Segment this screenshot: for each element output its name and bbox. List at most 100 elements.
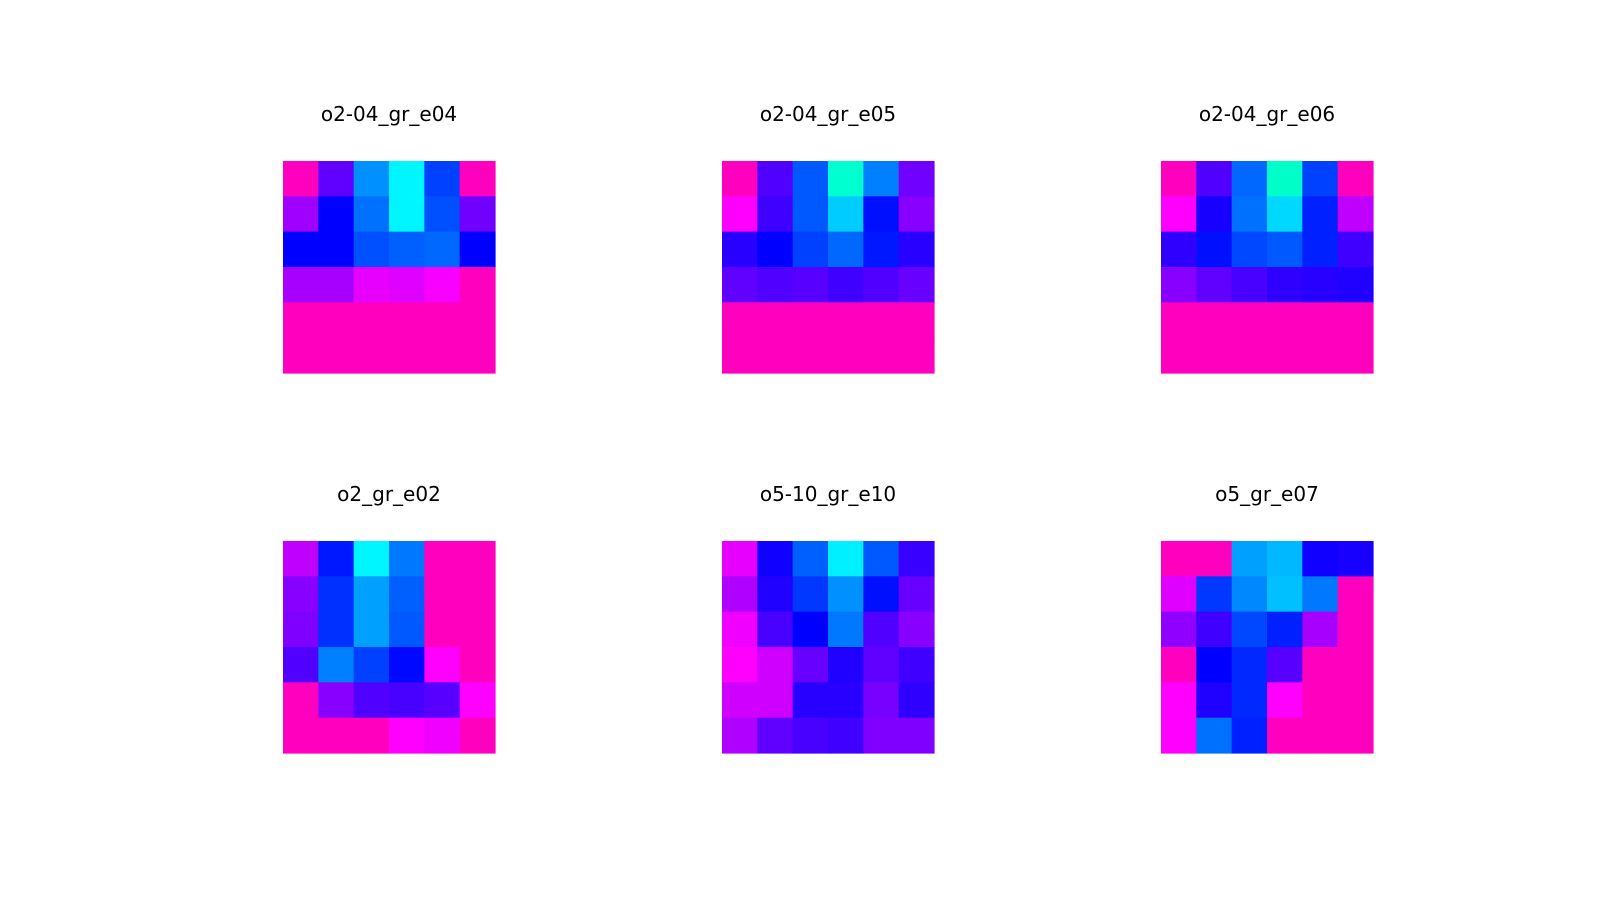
heatmap-cell-2-r4-c2	[792, 302, 829, 339]
heatmap-cell-2-r4-c5	[898, 302, 935, 339]
heatmap-cell-1-r4-c1	[318, 302, 355, 339]
heatmap-cell-6-r4-c4	[1302, 682, 1339, 719]
heatmap-cell-3-r1-c2	[1231, 196, 1268, 233]
heatmap-cell-2-r3-c4	[863, 267, 900, 303]
heatmap-cell-6-r5-c3	[1267, 717, 1303, 754]
heatmap-cell-6-r0-c3	[1267, 541, 1303, 577]
heatmap-cell-2-r5-c4	[863, 337, 900, 374]
heatmap-cell-2-r5-c1	[757, 337, 794, 374]
heatmap-cell-1-r4-c3	[389, 302, 425, 339]
panel-3: o2-04_gr_e06	[1161, 102, 1374, 374]
heatmap-cell-3-r4-c0	[1161, 302, 1197, 339]
heatmap-cell-1-r4-c0	[283, 302, 319, 339]
panel-3-title: o2-04_gr_e06	[1199, 102, 1335, 126]
heatmap-cell-4-r3-c2	[353, 647, 390, 683]
heatmap-cell-1-r5-c1	[318, 337, 355, 374]
heatmap-cell-4-r0-c0	[283, 541, 319, 577]
heatmap-cell-5-r2-c5	[898, 611, 935, 648]
heatmap-cell-2-r2-c0	[722, 231, 758, 268]
heatmap-cell-3-r5-c1	[1196, 337, 1233, 374]
heatmap-cell-1-r5-c5	[459, 337, 496, 374]
heatmap-cell-1-r5-c4	[424, 337, 461, 374]
heatmap-cell-1-r1-c1	[318, 196, 355, 233]
heatmap-cell-1-r4-c5	[459, 302, 496, 339]
heatmap-cell-4-r0-c2	[353, 541, 390, 577]
heatmap-cell-3-r4-c5	[1337, 302, 1374, 339]
heatmap-cell-2-r2-c5	[898, 231, 935, 268]
heatmap-cell-5-r4-c3	[828, 682, 864, 719]
heatmap-cell-4-r5-c2	[353, 717, 390, 754]
heatmap-cell-4-r4-c1	[318, 682, 355, 719]
heatmap-cell-6-r5-c1	[1196, 717, 1233, 754]
heatmap-cell-6-r5-c5	[1337, 717, 1374, 754]
heatmap-cell-2-r0-c4	[863, 161, 900, 197]
heatmap-cell-2-r1-c5	[898, 196, 935, 233]
heatmap-cell-1-r0-c3	[389, 161, 425, 197]
heatmap-cell-5-r0-c0	[722, 541, 758, 577]
heatmap-cell-4-r5-c5	[459, 717, 496, 754]
heatmap-cell-2-r1-c1	[757, 196, 794, 233]
heatmap-cell-4-r1-c4	[424, 576, 461, 613]
heatmap-cell-6-r3-c1	[1196, 647, 1233, 683]
heatmap-cell-1-r0-c2	[353, 161, 390, 197]
heatmap-cell-2-r0-c0	[722, 161, 758, 197]
heatmap-cell-3-r2-c5	[1337, 231, 1374, 268]
heatmap-cell-5-r0-c5	[898, 541, 935, 577]
heatmap-cell-4-r5-c0	[283, 717, 319, 754]
heatmap-cell-6-r1-c4	[1302, 576, 1339, 613]
heatmap-cell-6-r2-c0	[1161, 611, 1197, 648]
heatmap-cell-1-r2-c1	[318, 231, 355, 268]
panel-5-title: o5-10_gr_e10	[760, 482, 896, 506]
heatmap-cell-4-r4-c3	[389, 682, 425, 719]
heatmap-cell-4-r1-c1	[318, 576, 355, 613]
heatmap-cell-5-r5-c0	[722, 717, 758, 754]
heatmap-cell-4-r1-c3	[389, 576, 425, 613]
heatmap-cell-6-r1-c1	[1196, 576, 1233, 613]
heatmap-cell-6-r5-c0	[1161, 717, 1197, 754]
heatmap-cell-3-r3-c0	[1161, 267, 1197, 303]
panel-1-heatmap-cells	[283, 161, 496, 374]
heatmap-cell-1-r1-c0	[283, 196, 319, 233]
heatmap-cell-4-r0-c5	[459, 541, 496, 577]
heatmap-cell-6-r2-c1	[1196, 611, 1233, 648]
heatmap-cell-3-r1-c0	[1161, 196, 1197, 233]
heatmap-cell-3-r5-c4	[1302, 337, 1339, 374]
panel-6-title: o5_gr_e07	[1215, 482, 1319, 506]
heatmap-cell-3-r1-c4	[1302, 196, 1339, 233]
heatmap-cell-3-r2-c3	[1267, 231, 1303, 268]
panel-2: o2-04_gr_e05	[722, 102, 935, 374]
panel-4-title: o2_gr_e02	[337, 482, 441, 506]
heatmap-cell-2-r0-c2	[792, 161, 829, 197]
heatmap-cell-5-r1-c2	[792, 576, 829, 613]
heatmap-cell-3-r3-c3	[1267, 267, 1303, 303]
heatmap-cell-1-r3-c4	[424, 267, 461, 303]
heatmap-cell-5-r3-c3	[828, 647, 864, 683]
heatmap-cell-5-r1-c4	[863, 576, 900, 613]
heatmap-cell-6-r1-c2	[1231, 576, 1268, 613]
heatmap-cell-1-r2-c4	[424, 231, 461, 268]
heatmap-cell-2-r2-c1	[757, 231, 794, 268]
heatmap-cell-3-r3-c5	[1337, 267, 1374, 303]
heatmap-cell-3-r1-c5	[1337, 196, 1374, 233]
heatmap-cell-6-r0-c1	[1196, 541, 1233, 577]
heatmap-cell-3-r4-c4	[1302, 302, 1339, 339]
heatmap-cell-1-r1-c2	[353, 196, 390, 233]
heatmap-cell-1-r4-c2	[353, 302, 390, 339]
heatmap-cell-5-r2-c0	[722, 611, 758, 648]
heatmap-cell-2-r1-c3	[828, 196, 864, 233]
heatmap-cell-5-r0-c3	[828, 541, 864, 577]
heatmap-cell-4-r1-c2	[353, 576, 390, 613]
heatmap-cell-3-r2-c2	[1231, 231, 1268, 268]
heatmap-cell-1-r3-c0	[283, 267, 319, 303]
heatmap-cell-3-r3-c1	[1196, 267, 1233, 303]
heatmap-cell-6-r3-c3	[1267, 647, 1303, 683]
heatmap-cell-2-r1-c2	[792, 196, 829, 233]
heatmap-cell-5-r4-c2	[792, 682, 829, 719]
heatmap-cell-2-r4-c4	[863, 302, 900, 339]
heatmap-cell-1-r2-c2	[353, 231, 390, 268]
heatmap-cell-5-r2-c3	[828, 611, 864, 648]
heatmap-cell-5-r2-c1	[757, 611, 794, 648]
heatmap-cell-6-r5-c4	[1302, 717, 1339, 754]
heatmap-cell-3-r0-c3	[1267, 161, 1303, 197]
heatmap-cell-2-r0-c1	[757, 161, 794, 197]
